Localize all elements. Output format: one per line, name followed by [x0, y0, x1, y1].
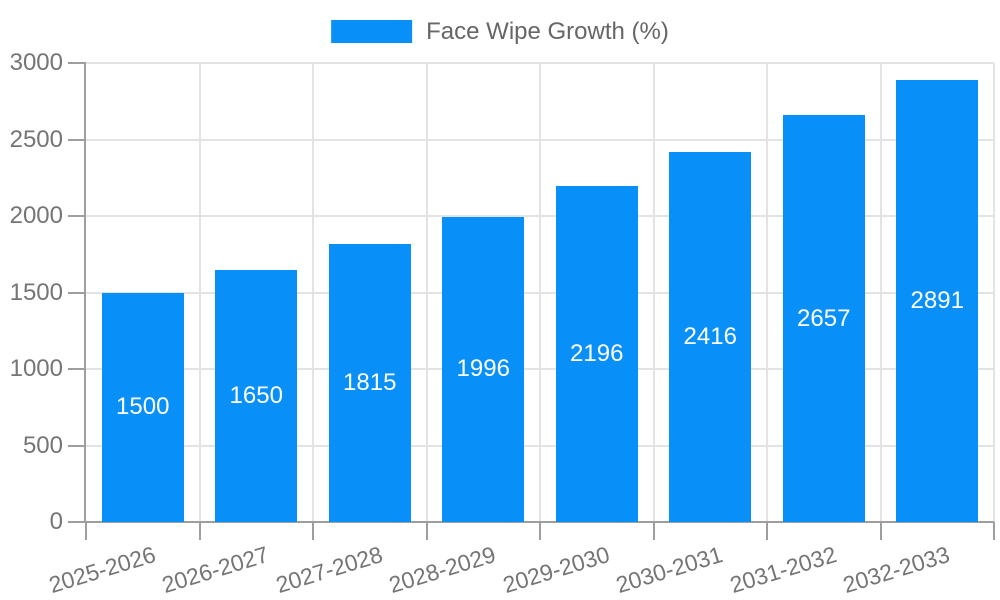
y-axis-tick-label: 1000: [9, 355, 63, 382]
x-axis-tick: [425, 522, 428, 540]
v-gridline: [539, 63, 541, 522]
y-axis-tick: [68, 215, 86, 217]
y-axis-tick: [68, 291, 86, 294]
y-axis-tick-label: 1500: [9, 278, 63, 306]
bar[interactable]: 1500: [101, 292, 184, 522]
x-axis-tick: [766, 522, 768, 540]
v-gridline: [312, 63, 314, 522]
y-axis-tick-label: 2000: [9, 202, 63, 229]
y-axis-tick-label: 500: [22, 431, 63, 459]
v-gridline: [198, 63, 201, 522]
legend-label: Face Wipe Growth (%): [426, 18, 669, 45]
v-gridline: [993, 63, 995, 522]
v-gridline: [652, 63, 655, 522]
legend-swatch: [331, 20, 413, 43]
bar[interactable]: 2196: [555, 186, 638, 522]
x-axis-tick: [85, 522, 87, 540]
bar[interactable]: 2416: [669, 152, 752, 522]
y-axis-tick: [68, 62, 86, 64]
v-gridline: [879, 63, 882, 522]
x-axis-tick: [539, 522, 541, 540]
x-axis-tick: [198, 522, 201, 540]
x-axis-tick: [879, 522, 882, 540]
bar-value-label: 1996: [456, 355, 510, 383]
bar-value-label: 1650: [229, 381, 283, 409]
bar-value-label: 1500: [116, 393, 170, 421]
bar[interactable]: 1996: [442, 216, 525, 522]
v-gridline: [425, 63, 428, 522]
bar-value-label: 2196: [570, 339, 624, 367]
x-axis-tick: [312, 522, 314, 540]
y-axis-tick-label: 0: [49, 508, 63, 535]
v-gridline: [766, 63, 768, 522]
y-axis-line: [84, 63, 86, 522]
x-axis-tick: [652, 522, 655, 540]
y-axis-tick-label: 2500: [9, 125, 63, 153]
x-axis-line: [68, 521, 994, 523]
bar-value-label: 2416: [683, 323, 737, 351]
bar[interactable]: 2657: [782, 115, 865, 522]
bar-value-label: 2657: [797, 304, 851, 332]
bar[interactable]: 1815: [328, 244, 411, 522]
bar[interactable]: 1650: [215, 269, 298, 522]
bar-value-label: 1815: [343, 369, 397, 397]
y-axis-tick: [68, 368, 86, 370]
bar[interactable]: 2891: [896, 79, 979, 522]
y-axis-tick: [68, 444, 86, 447]
y-axis-tick: [68, 138, 86, 141]
chart-legend[interactable]: Face Wipe Growth (%): [331, 18, 669, 45]
bar-value-label: 2891: [910, 286, 964, 314]
y-axis-tick-label: 3000: [9, 49, 63, 76]
x-axis-tick: [993, 522, 995, 540]
